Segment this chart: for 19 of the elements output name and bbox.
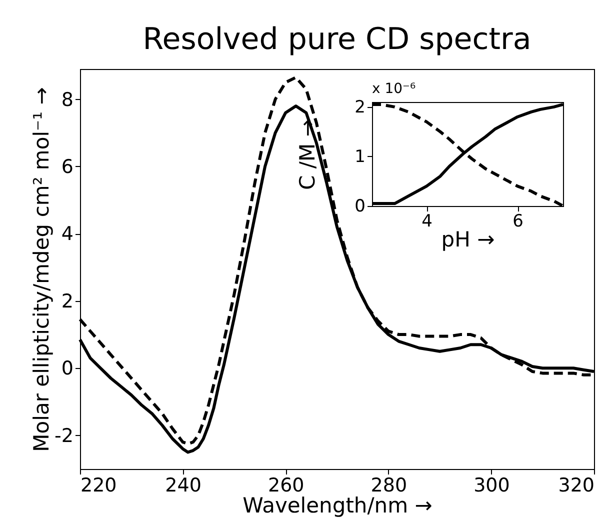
x-axis-title: Wavelength/nm →: [242, 494, 432, 518]
y-tick-label: 8: [61, 88, 74, 111]
y-tick-label: 0: [354, 196, 366, 216]
y-axis-title: Molar ellipticity/mdeg cm² mol⁻¹ →: [30, 87, 54, 452]
y-tick-label: 0: [61, 358, 74, 380]
x-tick-label: 300: [474, 474, 510, 496]
annotation: x 10⁻⁶: [372, 80, 416, 97]
y-tick-label: -2: [54, 424, 74, 447]
x-tick-label: 240: [165, 474, 202, 496]
x-tick-label: 260: [268, 474, 304, 496]
y-tick-label: 2: [354, 97, 366, 118]
chart-title: Resolved pure CD spectra: [142, 22, 532, 57]
x-tick-label: 220: [80, 474, 117, 496]
y-tick-label: 6: [61, 156, 74, 178]
x-tick-label: 280: [370, 474, 408, 496]
y-tick-label: 1: [354, 146, 366, 167]
y-tick-label: 2: [61, 290, 74, 312]
x-tick-label: 320: [558, 474, 594, 496]
x-axis-title: pH →: [441, 228, 495, 252]
